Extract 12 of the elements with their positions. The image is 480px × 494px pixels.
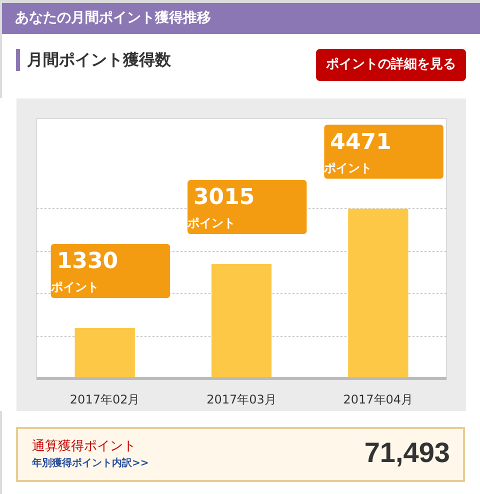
text: 71,493 <box>364 436 450 470</box>
data-label: 1330 ポイント <box>50 249 118 294</box>
data-label: 4471 ポイント <box>323 130 392 175</box>
x-tick-label: 2017年03月 <box>206 392 276 406</box>
x-tick-label: 2017年04月 <box>343 392 414 406</box>
text: 通算獲得ポイント <box>32 438 136 455</box>
text: 年別獲得ポイント内訳>> <box>32 457 149 470</box>
chart-title: あなたの月間ポイント獲得推移 <box>15 9 211 28</box>
chart-subtitle: 月間ポイント獲得数 <box>27 49 171 71</box>
text: ポイントの詳細を見る <box>316 49 466 81</box>
data-label: 3015 ポイント <box>186 185 255 230</box>
x-tick-label: 2017年02月 <box>70 392 140 406</box>
